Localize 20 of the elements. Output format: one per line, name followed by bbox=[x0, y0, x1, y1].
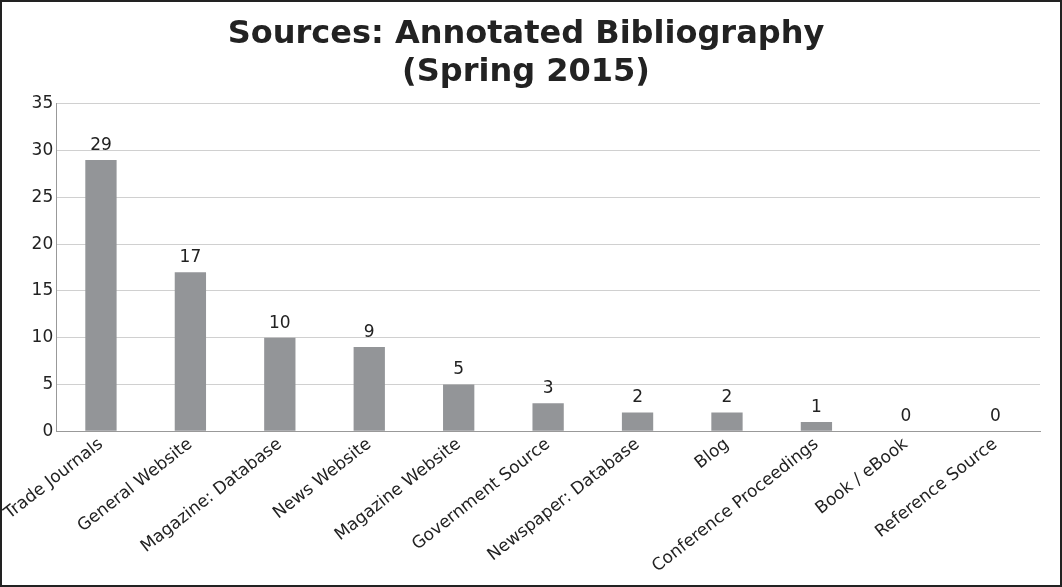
data-label: 3 bbox=[542, 377, 554, 398]
data-label: 1 bbox=[811, 395, 822, 416]
data-label: 0 bbox=[989, 405, 1001, 426]
data-label: 10 bbox=[269, 311, 291, 332]
y-tick-label: 5 bbox=[42, 372, 54, 393]
y-tick-label: 25 bbox=[31, 185, 54, 206]
data-label: 2 bbox=[721, 386, 733, 407]
y-tick-label: 10 bbox=[31, 326, 54, 347]
data-label: 17 bbox=[179, 246, 202, 267]
data-label: 9 bbox=[363, 320, 375, 341]
y-tick-label: 20 bbox=[31, 232, 54, 253]
data-label: 0 bbox=[900, 405, 912, 426]
data-label: 5 bbox=[453, 358, 465, 379]
y-tick-label: 0 bbox=[42, 419, 54, 440]
chart-title: Sources: Annotated Bibliography (Spring 2015) bbox=[227, 12, 825, 89]
data-label: 29 bbox=[90, 133, 112, 154]
y-tick-label: 35 bbox=[31, 92, 54, 113]
y-tick-label: 15 bbox=[31, 279, 54, 300]
y-tick-label: 30 bbox=[31, 139, 54, 159]
data-label: 2 bbox=[632, 386, 643, 407]
